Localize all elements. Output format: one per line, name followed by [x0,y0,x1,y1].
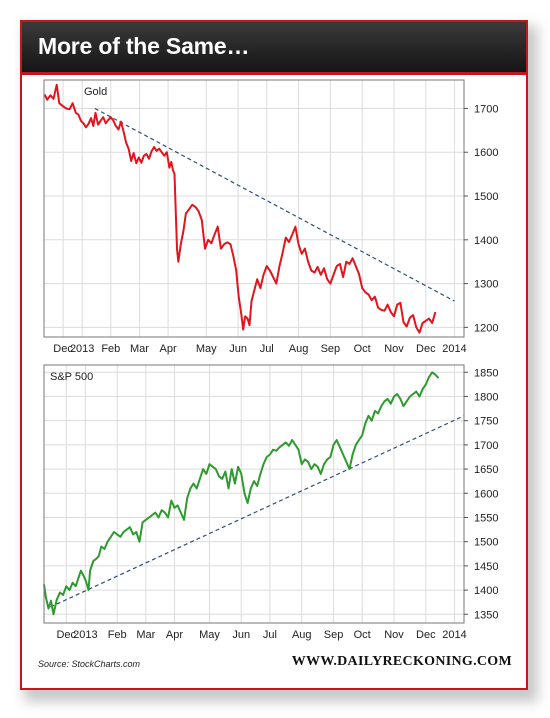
chart1-ytick-label-4: 1600 [474,147,498,159]
chart2-ytick-label-3: 1500 [474,537,498,549]
chart2-ytick-label-6: 1650 [474,464,498,476]
chart1-xtick-label-6: Jun [229,343,247,355]
chart1-xtick-label-11: Nov [384,343,404,355]
chart2-ytick-label-10: 1850 [474,367,498,379]
chart1-ytick-label-2: 1400 [474,235,498,247]
chart2-xtick-label-1: 2013 [73,629,97,641]
chart1-ytick-label-0: 1200 [474,322,498,334]
chart1-plot-area [44,80,464,337]
chart2-legend-label: S&P 500 [50,371,93,383]
chart1-xtick-label-1: 2013 [70,343,94,355]
chart2-xtick-label-13: 2014 [442,629,466,641]
chart2-xtick-label-4: Apr [166,629,183,641]
chart2-xtick-label-5: May [199,629,220,641]
chart2-ytick-label-2: 1450 [474,561,498,573]
chart1-plot-border [43,79,465,338]
chart2-plot-area [44,365,464,623]
chart2-ytick-label-0: 1350 [474,609,498,621]
page-title: More of the Same… [38,33,250,59]
chart-card: More of the Same… Gold 1200 1300 1400 1500 16… [20,20,528,690]
chart1-xtick-label-10: Oct [354,343,371,355]
chart2-xtick-label-8: Aug [292,629,312,641]
brand-url: WWW.DAILYRECKONING.COM [291,654,512,669]
chart2-ytick-label-5: 1600 [474,488,498,500]
chart2-xtick-label-7: Jul [263,629,277,641]
chart2-ytick-label-9: 1800 [474,391,498,403]
chart2-xtick-label-3: Mar [136,629,155,641]
chart1-xtick-label-12: Dec [416,343,436,355]
header-bar: More of the Same… [22,22,526,72]
chart1-xtick-label-0: Dec [53,343,73,355]
chart1-xtick-label-8: Aug [289,343,309,355]
source-note: Source: StockCharts.com [38,659,141,669]
chart2-ytick-label-1: 1400 [474,585,498,597]
chart2-series-line-0 [43,371,440,616]
chart1-xtick-label-2: Feb [101,343,120,355]
chart2-xtick-label-9: Sep [324,629,344,641]
chart1-ytick-label-3: 1500 [474,191,498,203]
chart1-xtick-label-3: Mar [130,343,149,355]
chart2-ytick-label-4: 1550 [474,512,498,524]
chart2-xtick-label-0: Dec [56,629,76,641]
header-divider [22,72,526,75]
chart1-xtick-label-7: Jul [260,343,274,355]
chart1-ytick-label-5: 1700 [474,103,498,115]
chart1-trendline [94,107,455,302]
chart1-xtick-label-9: Sep [321,343,341,355]
chart2-xtick-label-10: Oct [354,629,371,641]
chart2-ytick-label-7: 1700 [474,440,498,452]
chart2-plot-border [43,364,465,624]
chart2-xtick-label-2: Feb [108,629,127,641]
chart1-xtick-label-4: Apr [160,343,177,355]
chart2-xtick-label-12: Dec [416,629,436,641]
chart2-trendline [50,415,465,608]
chart2-xtick-label-6: Jun [232,629,250,641]
chart2-ytick-label-8: 1750 [474,416,498,428]
chart1-xtick-label-13: 2014 [442,343,466,355]
chart1-legend-label: Gold [84,86,107,98]
chart1-ytick-label-1: 1300 [474,279,498,291]
chart2-xtick-label-11: Nov [384,629,404,641]
chart1-series-line-0 [43,83,437,334]
chart1-xtick-label-5: May [196,343,217,355]
